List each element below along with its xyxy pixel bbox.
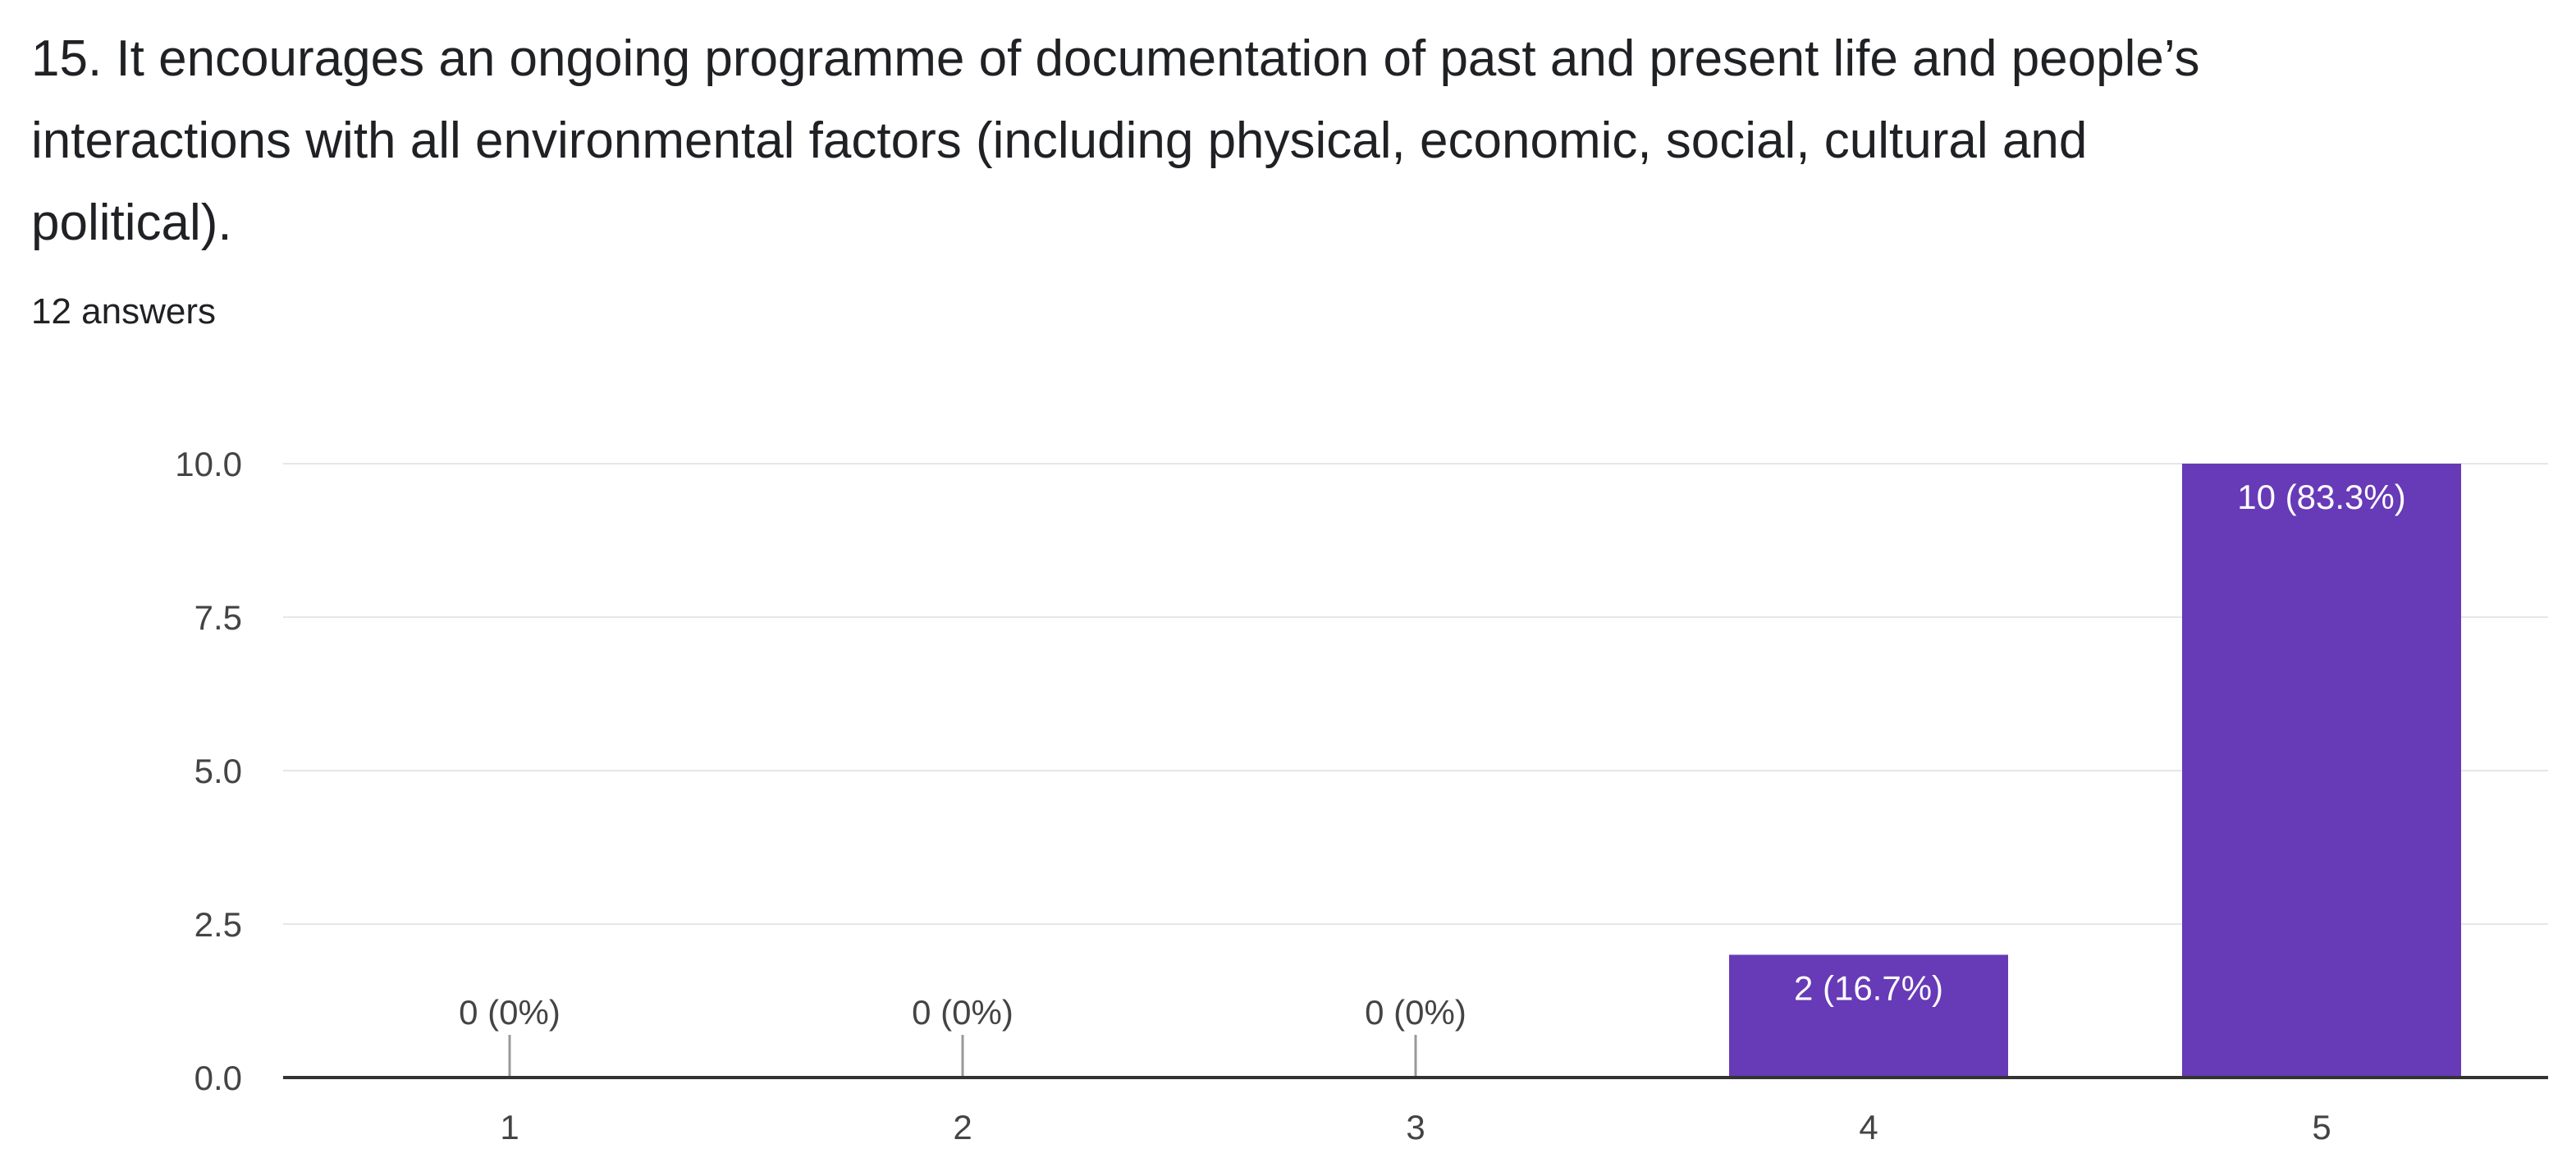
data-label: 10 (83.3%) [2237, 478, 2405, 516]
x-tick-label: 2 [953, 1108, 972, 1146]
data-label: 0 (0%) [1365, 993, 1466, 1032]
x-tick-label: 3 [1406, 1108, 1425, 1146]
y-tick-label: 2.5 [194, 905, 242, 944]
answer-count: 12 answers [31, 291, 217, 332]
data-label: 2 (16.7%) [1794, 968, 1943, 1007]
y-tick-label: 0.0 [194, 1059, 242, 1097]
x-axis-tick-labels: 1 2 3 4 5 [500, 1108, 2331, 1146]
bars: 0 (0%) 0 (0%) 0 (0%) 2 (16.7%) 10 (83.3%) [459, 464, 2461, 1078]
y-axis-tick-labels: 0.0 2.5 5.0 7.5 10.0 [175, 445, 242, 1097]
data-label: 0 (0%) [459, 993, 560, 1032]
bar [1729, 954, 2008, 1078]
question-title: 15. It encourages an ongoing programme o… [31, 30, 2200, 251]
x-tick-label: 5 [2312, 1108, 2331, 1146]
data-label: 0 (0%) [912, 993, 1013, 1032]
x-tick-label: 4 [1859, 1108, 1878, 1146]
x-tick-label: 1 [500, 1108, 519, 1146]
y-tick-label: 10.0 [175, 445, 242, 483]
bar [2182, 464, 2461, 1078]
y-tick-label: 7.5 [194, 598, 242, 637]
y-tick-label: 5.0 [194, 752, 242, 790]
gridlines [283, 463, 2548, 925]
